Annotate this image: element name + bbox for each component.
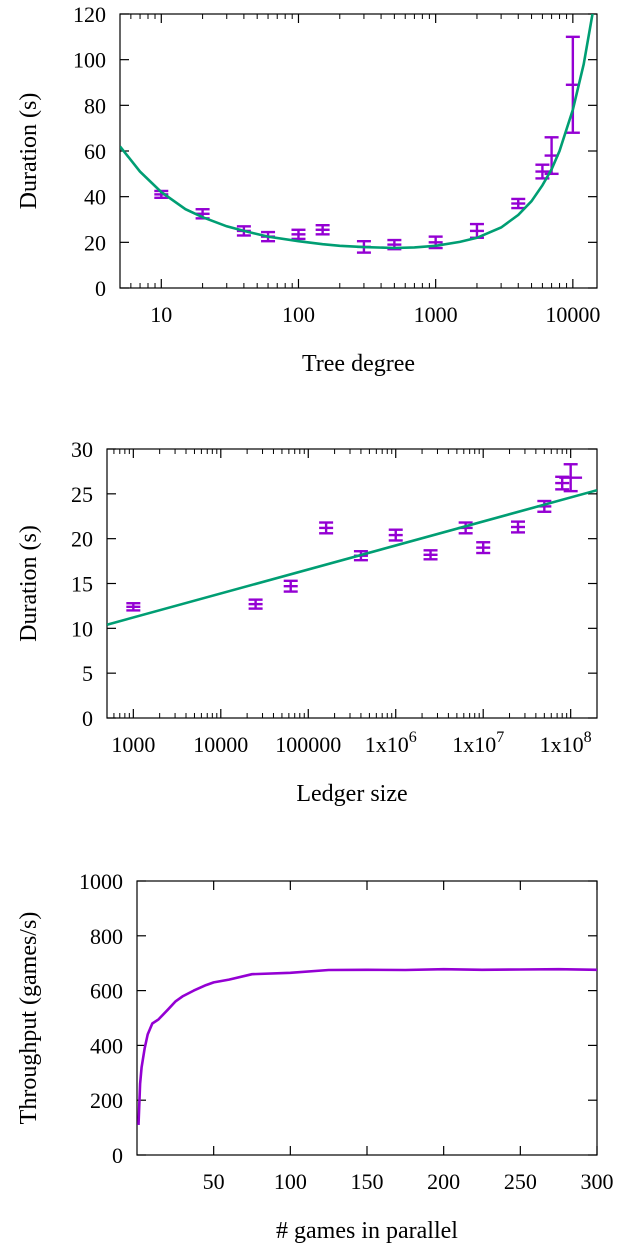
x-tick-label: 100: [274, 1169, 307, 1194]
y-tick-label: 20: [84, 230, 106, 255]
x-tick-label: 300: [581, 1169, 614, 1194]
x-tick-label: 200: [427, 1169, 460, 1194]
y-tick-label: 80: [84, 93, 106, 118]
y-tick-label: 0: [112, 1143, 123, 1168]
x-tick-label-base: 1x10: [540, 732, 584, 757]
chart-tree-degree: 10 100 1000 10000 0 20 40 60 80 100 120 Tree degree…: [16, 2, 600, 377]
x-tick-label: 100: [282, 302, 315, 327]
x-tick-label-base: 100: [282, 302, 315, 327]
x-tick-label-base: 10000: [193, 732, 248, 757]
plot-area: [137, 967, 597, 1125]
plot-area: [107, 463, 597, 626]
x-tick-label-base: 10000: [545, 302, 600, 327]
x-tick-label: 1x107: [452, 729, 504, 757]
y-tick-label: 0: [82, 706, 93, 731]
x-tick-label: 1000: [111, 732, 155, 757]
data-point: [423, 549, 438, 561]
x-tick-label-exponent: 7: [496, 729, 504, 746]
y-tick-label: 1000: [79, 869, 123, 894]
x-tick-label-exponent: 8: [584, 729, 592, 746]
y-tick-label: 100: [73, 48, 106, 73]
y-tick-label: 0: [95, 276, 106, 301]
x-tick-label: 10: [150, 302, 172, 327]
x-tick-label-base: 50: [203, 1169, 225, 1194]
x-tick-label: 100000: [275, 732, 341, 757]
y-tick-label: 5: [82, 661, 93, 686]
fit-line: [107, 488, 597, 626]
plot-frame: [136, 880, 598, 1156]
data-point: [291, 228, 306, 241]
x-axis-title: Ledger size: [296, 781, 407, 807]
x-tick-label-base: 1000: [111, 732, 155, 757]
y-axis-title: Duration (s): [16, 525, 42, 642]
y-axis-title: Duration (s): [16, 93, 42, 210]
data-point: [535, 163, 550, 180]
data-point: [511, 520, 526, 534]
x-tick-label-base: 250: [504, 1169, 537, 1194]
data-point: [283, 579, 298, 593]
y-tick-label: 40: [84, 185, 106, 210]
x-tick-label: 10000: [545, 302, 600, 327]
data-point: [388, 528, 403, 542]
plot-frame: [106, 448, 598, 719]
data-point: [126, 602, 141, 612]
data-point: [511, 197, 526, 210]
data-point: [565, 35, 580, 134]
x-tick-label: 150: [351, 1169, 384, 1194]
y-tick-label: 600: [90, 979, 123, 1004]
x-axis-title: # games in parallel: [276, 1218, 458, 1244]
y-tick-label: 400: [90, 1033, 123, 1058]
x-tick-label: 10000: [193, 732, 248, 757]
chart-ledger-size: 1000 10000 100000 1x106 1x107 1x1080510152025…: [16, 437, 598, 807]
y-tick-label: 15: [71, 572, 93, 597]
y-tick-label: 200: [90, 1088, 123, 1113]
data-point: [476, 541, 491, 555]
x-tick-label: 250: [504, 1169, 537, 1194]
x-tick-label: 1000: [414, 302, 458, 327]
data-point: [315, 224, 330, 236]
y-tick-label: 20: [71, 527, 93, 552]
y-tick-label: 120: [73, 2, 106, 27]
x-tick-label-base: 1x10: [452, 732, 496, 757]
y-tick-label: 25: [71, 482, 93, 507]
x-tick-label-base: 10: [150, 302, 172, 327]
x-tick-label: 50: [203, 1169, 225, 1194]
x-tick-label-base: 100000: [275, 732, 341, 757]
x-tick-label-base: 300: [581, 1169, 614, 1194]
fit-line: [120, 14, 594, 250]
y-tick-label: 60: [84, 139, 106, 164]
throughput-line: [137, 967, 597, 1125]
x-tick-label-exponent: 6: [409, 729, 417, 746]
x-tick-label-base: 100: [274, 1169, 307, 1194]
y-tick-label: 800: [90, 924, 123, 949]
y-tick-label: 10: [71, 616, 93, 641]
data-point: [248, 598, 263, 610]
x-tick-label-base: 1000: [414, 302, 458, 327]
chart-throughput: 50 100 150 200 250 300 0 200 400 600 800 1000 # game…: [16, 869, 614, 1244]
plot-area: [120, 14, 594, 254]
x-tick-label-base: 1x10: [365, 732, 409, 757]
y-tick-label: 30: [71, 437, 93, 462]
x-axis-title: Tree degree: [302, 351, 415, 377]
x-tick-label: 1x108: [540, 729, 592, 757]
x-tick-label-base: 150: [351, 1169, 384, 1194]
data-point: [559, 463, 583, 493]
x-tick-label: 1x106: [365, 729, 417, 757]
y-axis-title: Throughput (games/s): [16, 912, 42, 1125]
data-point: [319, 521, 334, 535]
x-tick-label-base: 200: [427, 1169, 460, 1194]
